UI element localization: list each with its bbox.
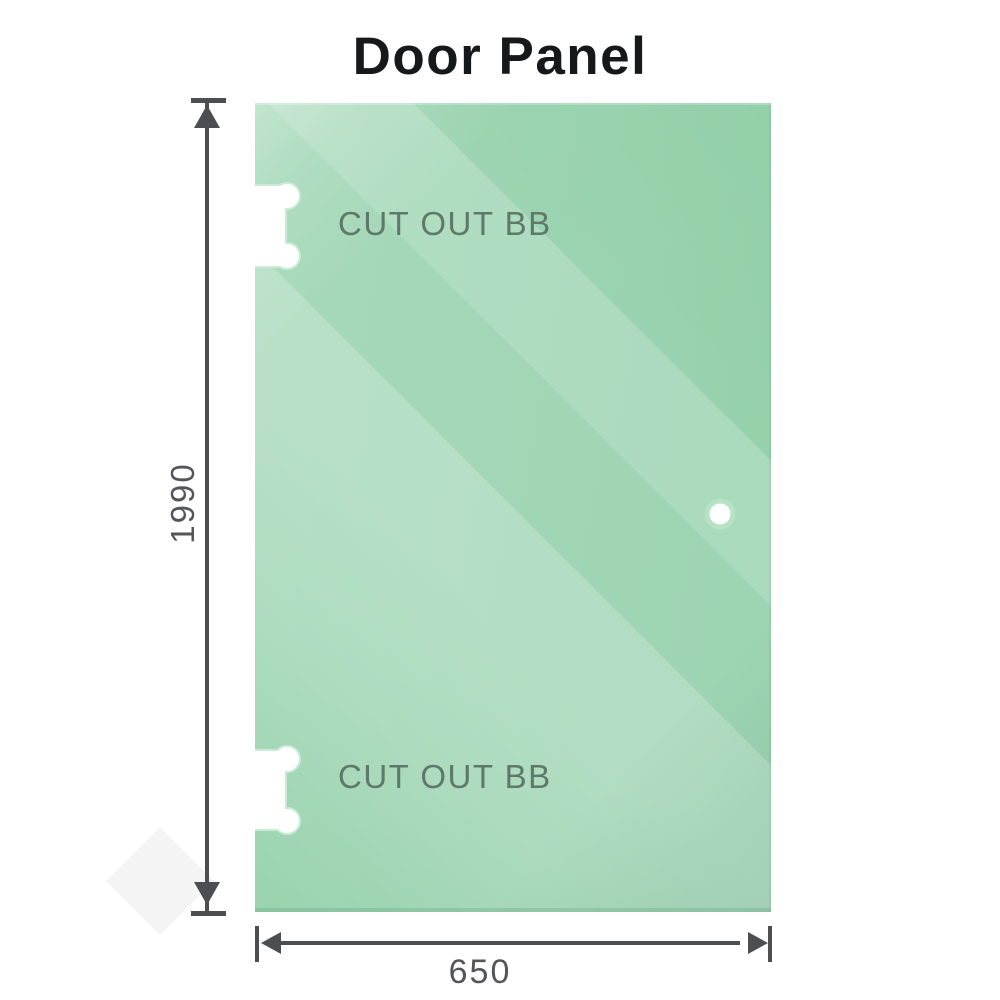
height-dim-cap-bottom — [191, 911, 226, 916]
page-title: Door Panel — [352, 27, 648, 86]
height-dim-label: 1990 — [164, 462, 201, 544]
height-dim-cap-top — [191, 98, 226, 103]
width-dim-arrow-right-icon — [748, 932, 768, 954]
door-panel-glass — [255, 103, 771, 912]
cutout-label-bottom: CUT OUT BB — [338, 758, 552, 795]
width-dim-tick-left — [255, 926, 259, 962]
width-dim-label: 650 — [448, 953, 512, 991]
cutout-label-top: CUT OUT BB — [338, 205, 552, 242]
width-dim-arrow-left-icon — [261, 932, 281, 954]
watermark-wedge — [106, 827, 214, 935]
width-dim-tick-right — [768, 926, 772, 962]
height-dim-arrow-down-icon — [194, 882, 220, 905]
height-dim-line — [205, 103, 209, 911]
width-dim-line — [265, 941, 740, 945]
height-dim-arrow-up-icon — [194, 105, 220, 128]
